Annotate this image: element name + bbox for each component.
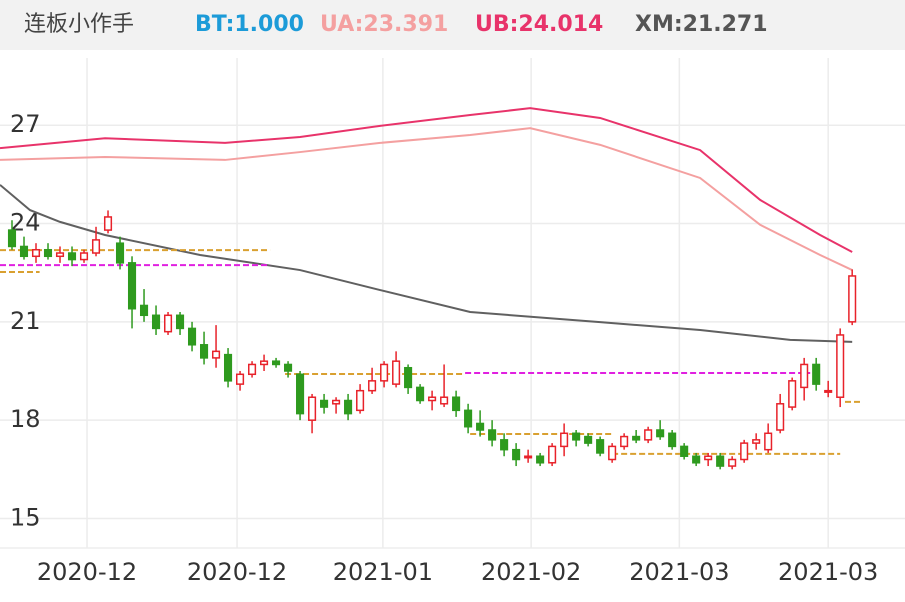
x-tick-label: 2021-03 xyxy=(629,558,729,586)
candle-body xyxy=(284,363,293,372)
x-tick-label: 2021-02 xyxy=(481,558,581,586)
candle-body xyxy=(187,327,197,346)
candle-body xyxy=(428,396,437,402)
candle-body xyxy=(440,396,449,405)
candle-body xyxy=(260,360,269,366)
candle-body xyxy=(824,389,833,393)
candle-body xyxy=(320,399,329,408)
candle-body xyxy=(404,366,413,389)
indicator: BT:1.000 xyxy=(195,12,304,37)
candle-body xyxy=(248,363,257,376)
x-tick-label: 2021-01 xyxy=(333,558,433,586)
x-tick-label: 2020-12 xyxy=(37,558,137,586)
candle-body xyxy=(236,373,245,385)
candle-body xyxy=(103,216,113,231)
candle-body xyxy=(356,389,365,412)
candle-body xyxy=(584,435,593,444)
candle-body xyxy=(800,363,809,389)
candle-body xyxy=(296,373,305,415)
candle-body xyxy=(812,363,821,385)
indicator-line xyxy=(0,127,853,271)
candle-body xyxy=(31,248,41,258)
indicator: XM:21.271 xyxy=(635,12,768,37)
candle-body xyxy=(43,248,53,258)
candle-body xyxy=(704,455,713,461)
candle-body xyxy=(548,445,557,464)
candle-body xyxy=(151,314,161,330)
candle-body xyxy=(7,229,17,248)
chart-title: 连板小作手 xyxy=(24,12,134,37)
candle-body xyxy=(752,439,761,444)
candle-body xyxy=(848,275,857,323)
candle-body xyxy=(668,432,677,448)
candle-body xyxy=(392,360,401,385)
y-tick-label: 27 xyxy=(10,110,41,138)
candle-body xyxy=(488,429,497,441)
y-tick-label: 18 xyxy=(10,405,41,433)
candle-body xyxy=(680,445,689,457)
candle-body xyxy=(223,353,233,382)
candle-body xyxy=(211,350,221,359)
candle-body xyxy=(632,435,641,441)
header-bar xyxy=(0,0,905,50)
candle-body xyxy=(512,448,521,461)
candle-body xyxy=(464,409,473,428)
y-tick-label: 21 xyxy=(10,307,41,335)
candle-body xyxy=(55,252,65,258)
candle-body xyxy=(524,455,533,459)
candle-body xyxy=(115,242,125,264)
candle-body xyxy=(368,380,377,392)
y-tick-label: 15 xyxy=(10,504,41,532)
candle-body xyxy=(536,455,545,464)
candle-body xyxy=(776,403,785,431)
candle-body xyxy=(728,458,737,467)
candle-body xyxy=(139,304,149,317)
candle-body xyxy=(91,239,101,254)
candle-body xyxy=(380,363,389,382)
candle-body xyxy=(596,439,605,454)
candle-body xyxy=(344,399,353,415)
x-tick-label: 2021-03 xyxy=(778,558,878,586)
candle-body xyxy=(620,435,629,448)
candle-body xyxy=(764,432,773,451)
candle-body xyxy=(199,344,209,359)
candle-body xyxy=(272,360,281,366)
candle-body xyxy=(476,422,485,431)
candle-body xyxy=(127,262,137,310)
candle-body xyxy=(452,396,461,412)
candle-body xyxy=(740,442,749,461)
indicator: UA:23.391 xyxy=(320,12,448,37)
candle-body xyxy=(788,380,797,408)
candle-body xyxy=(500,439,509,451)
candle-body xyxy=(416,386,425,402)
candle-body xyxy=(572,432,581,441)
candle-body xyxy=(163,314,173,333)
candle-body xyxy=(836,334,845,398)
candle-body xyxy=(656,429,665,438)
indicator: UB:24.014 xyxy=(475,12,603,37)
candle-body xyxy=(175,314,185,330)
candle-body xyxy=(67,252,77,261)
candle-body xyxy=(644,429,653,441)
candle-body xyxy=(19,245,29,258)
indicator-line xyxy=(0,107,853,253)
indicator-line xyxy=(0,184,853,343)
candle-body xyxy=(560,432,569,448)
x-tick-label: 2020-12 xyxy=(187,558,287,586)
candle-body xyxy=(308,396,317,421)
candle-body xyxy=(79,252,89,261)
candle-body xyxy=(716,455,725,467)
candle-body xyxy=(608,445,617,461)
candle-body xyxy=(332,399,341,405)
candle-body xyxy=(692,455,701,464)
